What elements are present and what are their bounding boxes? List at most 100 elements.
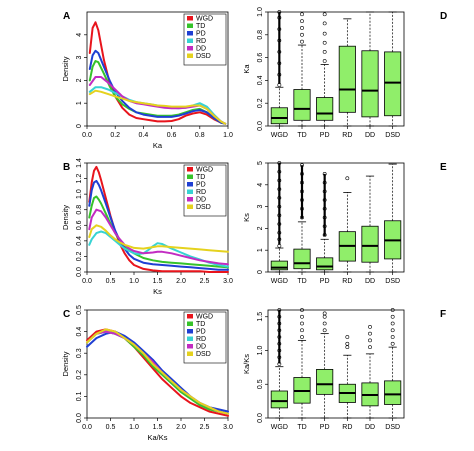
series-line-dsd [88, 89, 227, 125]
plot-frame [267, 162, 405, 273]
outlier-point [390, 335, 395, 339]
x-tick-label: 0.5 [106, 424, 116, 431]
legend-swatch [187, 321, 193, 326]
outlier-point [300, 32, 304, 37]
x-tick-label: 2.0 [176, 278, 186, 285]
outlier-point [300, 19, 304, 24]
box-dsd [384, 308, 402, 419]
box-dd [361, 11, 379, 127]
series-line-dsd [86, 328, 229, 415]
x-tick-label: 3.0 [223, 424, 233, 431]
outlier-point [322, 31, 327, 36]
plot-frame [86, 11, 229, 127]
x-tick-label: DSD [385, 424, 400, 431]
outlier-point [300, 308, 304, 312]
outlier-point [345, 176, 350, 181]
x-tick-label: 0.0 [82, 424, 92, 431]
box-body [316, 368, 334, 395]
y-tick-label: 0.3 [76, 348, 83, 358]
box-pd [316, 311, 334, 419]
y-tick-label: 0 [76, 124, 83, 128]
outlier-point [322, 59, 327, 63]
outlier-point [390, 341, 395, 346]
legend-label: TD [196, 321, 205, 328]
x-tick-label: 1.0 [223, 132, 233, 139]
x-tick-label: 0.8 [195, 132, 205, 139]
x-tick-label: PD [320, 424, 330, 431]
outlier-point [300, 335, 304, 339]
x-tick-label: 0.4 [139, 132, 149, 139]
box-rd [338, 335, 356, 419]
y-tick-label: 0.4 [76, 236, 83, 246]
legend-swatch [187, 38, 193, 43]
outlier-point [368, 338, 372, 343]
x-tick-label: DD [365, 132, 375, 139]
legend-label: DD [196, 46, 206, 53]
x-tick-label: RD [342, 132, 352, 139]
legend-swatch [187, 174, 193, 179]
legend-label: RD [196, 189, 206, 196]
y-tick-label: 0.5 [76, 305, 83, 315]
legend-swatch [187, 46, 193, 51]
y-tick-label: 0.8 [76, 205, 83, 215]
plot-frame [267, 309, 405, 419]
y-axis-label: Ks [242, 213, 251, 222]
x-tick-label: TD [297, 132, 306, 139]
y-axis-label: Density [61, 351, 70, 376]
panel-f: F 0.0 0.5 1.0 1.5 Ka/Ks WGD TD PD RD DD DSD [242, 308, 446, 431]
outlier-point [322, 12, 327, 17]
y-tick-label: 0.2 [76, 370, 83, 380]
y-tick-label: 1.4 [76, 158, 83, 168]
series-line-pd [88, 179, 229, 271]
y-tick-label: 1.0 [257, 346, 264, 356]
y-axis-label: Density [61, 205, 70, 230]
box-body [293, 89, 311, 121]
y-tick-label: 0.0 [257, 121, 264, 131]
y-tick-label: 0.0 [76, 413, 83, 423]
box-body [361, 225, 379, 263]
legend-label: WGD [196, 167, 213, 174]
legend-swatch [187, 31, 193, 36]
series-line-wgd [88, 165, 229, 273]
x-tick-label: 1.5 [153, 278, 163, 285]
x-tick-label: RD [342, 278, 352, 285]
x-tick-label: 1.5 [153, 424, 163, 431]
legend-label: DSD [196, 204, 211, 211]
outlier-point [322, 50, 327, 54]
x-tick-label: 2.5 [200, 424, 210, 431]
box-pd [316, 12, 334, 127]
outlier-point [345, 335, 350, 339]
box-dsd [384, 11, 402, 127]
box-body [361, 50, 379, 118]
legend-label: DD [196, 344, 206, 351]
x-tick-label: 0.0 [82, 278, 92, 285]
legend-label: RD [196, 38, 206, 45]
legend-swatch [187, 167, 193, 172]
box-body [316, 97, 334, 121]
outlier-point [390, 328, 395, 333]
y-tick-label: 4 [257, 183, 264, 187]
legend-swatch [187, 351, 193, 356]
box-dd [361, 324, 379, 419]
box-td [293, 308, 311, 419]
series-line-wgd [88, 21, 227, 125]
x-tick-label: 2.0 [176, 424, 186, 431]
x-tick-label: WGD [271, 424, 288, 431]
y-tick-label: 3 [76, 56, 83, 60]
legend-label: PD [196, 31, 206, 38]
box-td [293, 163, 311, 273]
outlier-point [322, 311, 327, 316]
panel-c: C 0.0 0.1 0.2 0.3 0.4 0.5 0.0 0.5 1.0 1.5 2.0 2.5 3.0… [61, 305, 233, 442]
panel-b: B 0.0 0.2 0.4 0.6 0.8 1.0 1.2 1.4 0.0 0.5 1.0 1.5 2.0… [61, 158, 233, 296]
panel-letter: F [440, 309, 446, 320]
box-body [316, 257, 334, 271]
panel-letter: E [440, 162, 447, 173]
x-tick-label: DD [365, 424, 375, 431]
legend-label: TD [196, 23, 205, 30]
outlier-point [345, 341, 350, 346]
box-body [270, 390, 288, 409]
legend-swatch [187, 336, 193, 341]
y-tick-label: 0.2 [76, 251, 83, 261]
y-axis-label: Ka/Ks [242, 354, 251, 374]
